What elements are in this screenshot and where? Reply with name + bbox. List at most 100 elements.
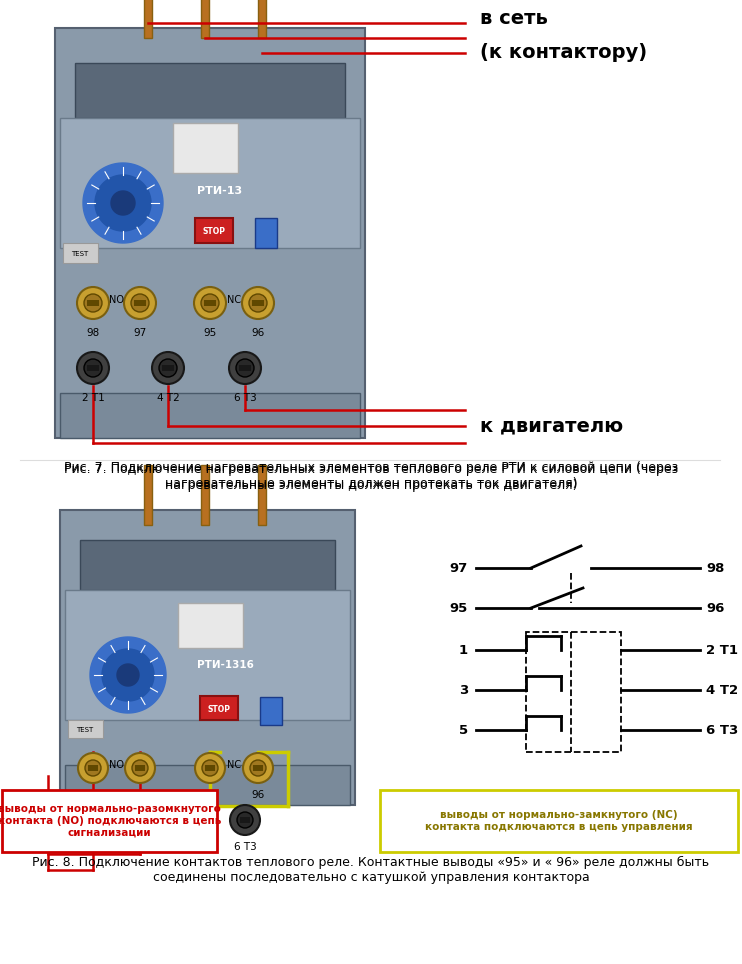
Text: 6 T3: 6 T3 [234,393,257,403]
Circle shape [85,812,101,828]
Text: РТИ-13: РТИ-13 [197,186,243,196]
Text: 1: 1 [459,644,468,656]
Circle shape [85,760,101,776]
Bar [75,63,345,118]
Text: Рис. 7. Подключение нагревательных элементов теплового реле РТИ к силовой цепи (: Рис. 7. Подключение нагревательных элеме… [64,464,678,476]
Text: NC: NC [227,295,241,305]
Text: (к контактору): (к контактору) [480,42,647,62]
Bar [2,790,217,852]
Text: 97: 97 [450,561,468,575]
Bar [200,696,238,720]
Text: 95: 95 [450,602,468,614]
Bar [68,720,103,738]
Text: нагревательные элементы должен протекать ток двигателя): нагревательные элементы должен протекать… [165,479,577,493]
Bar [135,765,145,771]
Circle shape [77,352,109,384]
Text: нагревательные элементы должен протекать ток двигателя): нагревательные элементы должен протекать… [165,477,577,491]
Text: 6 T3: 6 T3 [234,842,257,852]
Bar [195,218,233,243]
Text: РТИ-1316: РТИ-1316 [197,660,254,670]
Circle shape [195,753,225,783]
Text: 3: 3 [459,683,468,697]
Text: выводы от нормально-замкнутого (NC)
контакта подключаются в цепь управления: выводы от нормально-замкнутого (NC) конт… [425,810,693,832]
Circle shape [237,812,253,828]
Bar [253,765,263,771]
Text: TEST: TEST [71,251,88,257]
Bar [60,393,360,438]
Bar [204,300,216,306]
Text: 97: 97 [134,328,147,338]
Polygon shape [90,637,166,713]
Polygon shape [117,664,139,686]
Text: 2 T1: 2 T1 [82,393,105,403]
Circle shape [153,805,183,835]
Circle shape [124,287,156,319]
Text: 2 T1: 2 T1 [706,644,738,656]
Text: 4 T2: 4 T2 [157,842,180,852]
Text: 98: 98 [706,561,724,575]
Circle shape [78,805,108,835]
Bar [240,817,250,823]
Text: 4 T2: 4 T2 [706,683,738,697]
Circle shape [78,753,108,783]
Bar [65,765,350,805]
Text: 4 T2: 4 T2 [157,393,180,403]
Text: Рис. 8. Подключение контактов теплового реле. Контактные выводы «95» и « 96» рел: Рис. 8. Подключение контактов теплового … [33,855,709,869]
Bar [239,365,251,371]
Circle shape [249,294,267,312]
Polygon shape [111,191,135,215]
Text: NO: NO [108,760,123,770]
Bar [252,300,264,306]
Bar [134,300,146,306]
Text: 2 T1: 2 T1 [82,842,105,852]
Bar [63,243,98,263]
Text: STOP: STOP [208,705,231,713]
Polygon shape [95,175,151,231]
Bar [258,465,266,525]
Text: 95: 95 [203,790,217,800]
Text: STOP: STOP [203,227,226,235]
Bar [88,765,98,771]
Bar [258,0,266,38]
Text: 98: 98 [86,790,99,800]
Text: 98: 98 [86,328,99,338]
Circle shape [243,753,273,783]
Bar [201,0,209,38]
Circle shape [131,294,149,312]
Text: 96: 96 [252,790,265,800]
Circle shape [160,812,176,828]
Circle shape [125,753,155,783]
Bar [88,817,98,823]
Circle shape [236,359,254,377]
Bar [255,218,277,248]
Circle shape [84,359,102,377]
Text: TEST: TEST [76,727,93,733]
Text: NO: NO [108,295,123,305]
Circle shape [84,294,102,312]
Bar [205,765,215,771]
Text: 96: 96 [252,328,265,338]
Bar [380,790,738,852]
Text: выводы от нормально-разомкнутого
контакта (NO) подключаются в цепь
сигнализации: выводы от нормально-разомкнутого контакт… [0,804,221,838]
Polygon shape [83,163,163,243]
Circle shape [202,760,218,776]
Bar [144,0,152,38]
Circle shape [229,352,261,384]
Text: 6 T3: 6 T3 [706,724,738,736]
Text: к двигателю: к двигателю [480,416,623,436]
Bar [144,465,152,525]
Bar [260,697,282,725]
Circle shape [159,359,177,377]
Text: соединены последовательно с катушкой управления контактора: соединены последовательно с катушкой упр… [153,871,589,885]
Text: в сеть: в сеть [480,9,548,28]
Bar [87,300,99,306]
Bar [55,28,365,438]
Bar [65,590,350,720]
Circle shape [152,352,184,384]
Circle shape [132,760,148,776]
Polygon shape [102,649,154,701]
Bar [60,118,360,248]
Circle shape [230,805,260,835]
Bar [163,817,173,823]
Bar [526,632,621,752]
